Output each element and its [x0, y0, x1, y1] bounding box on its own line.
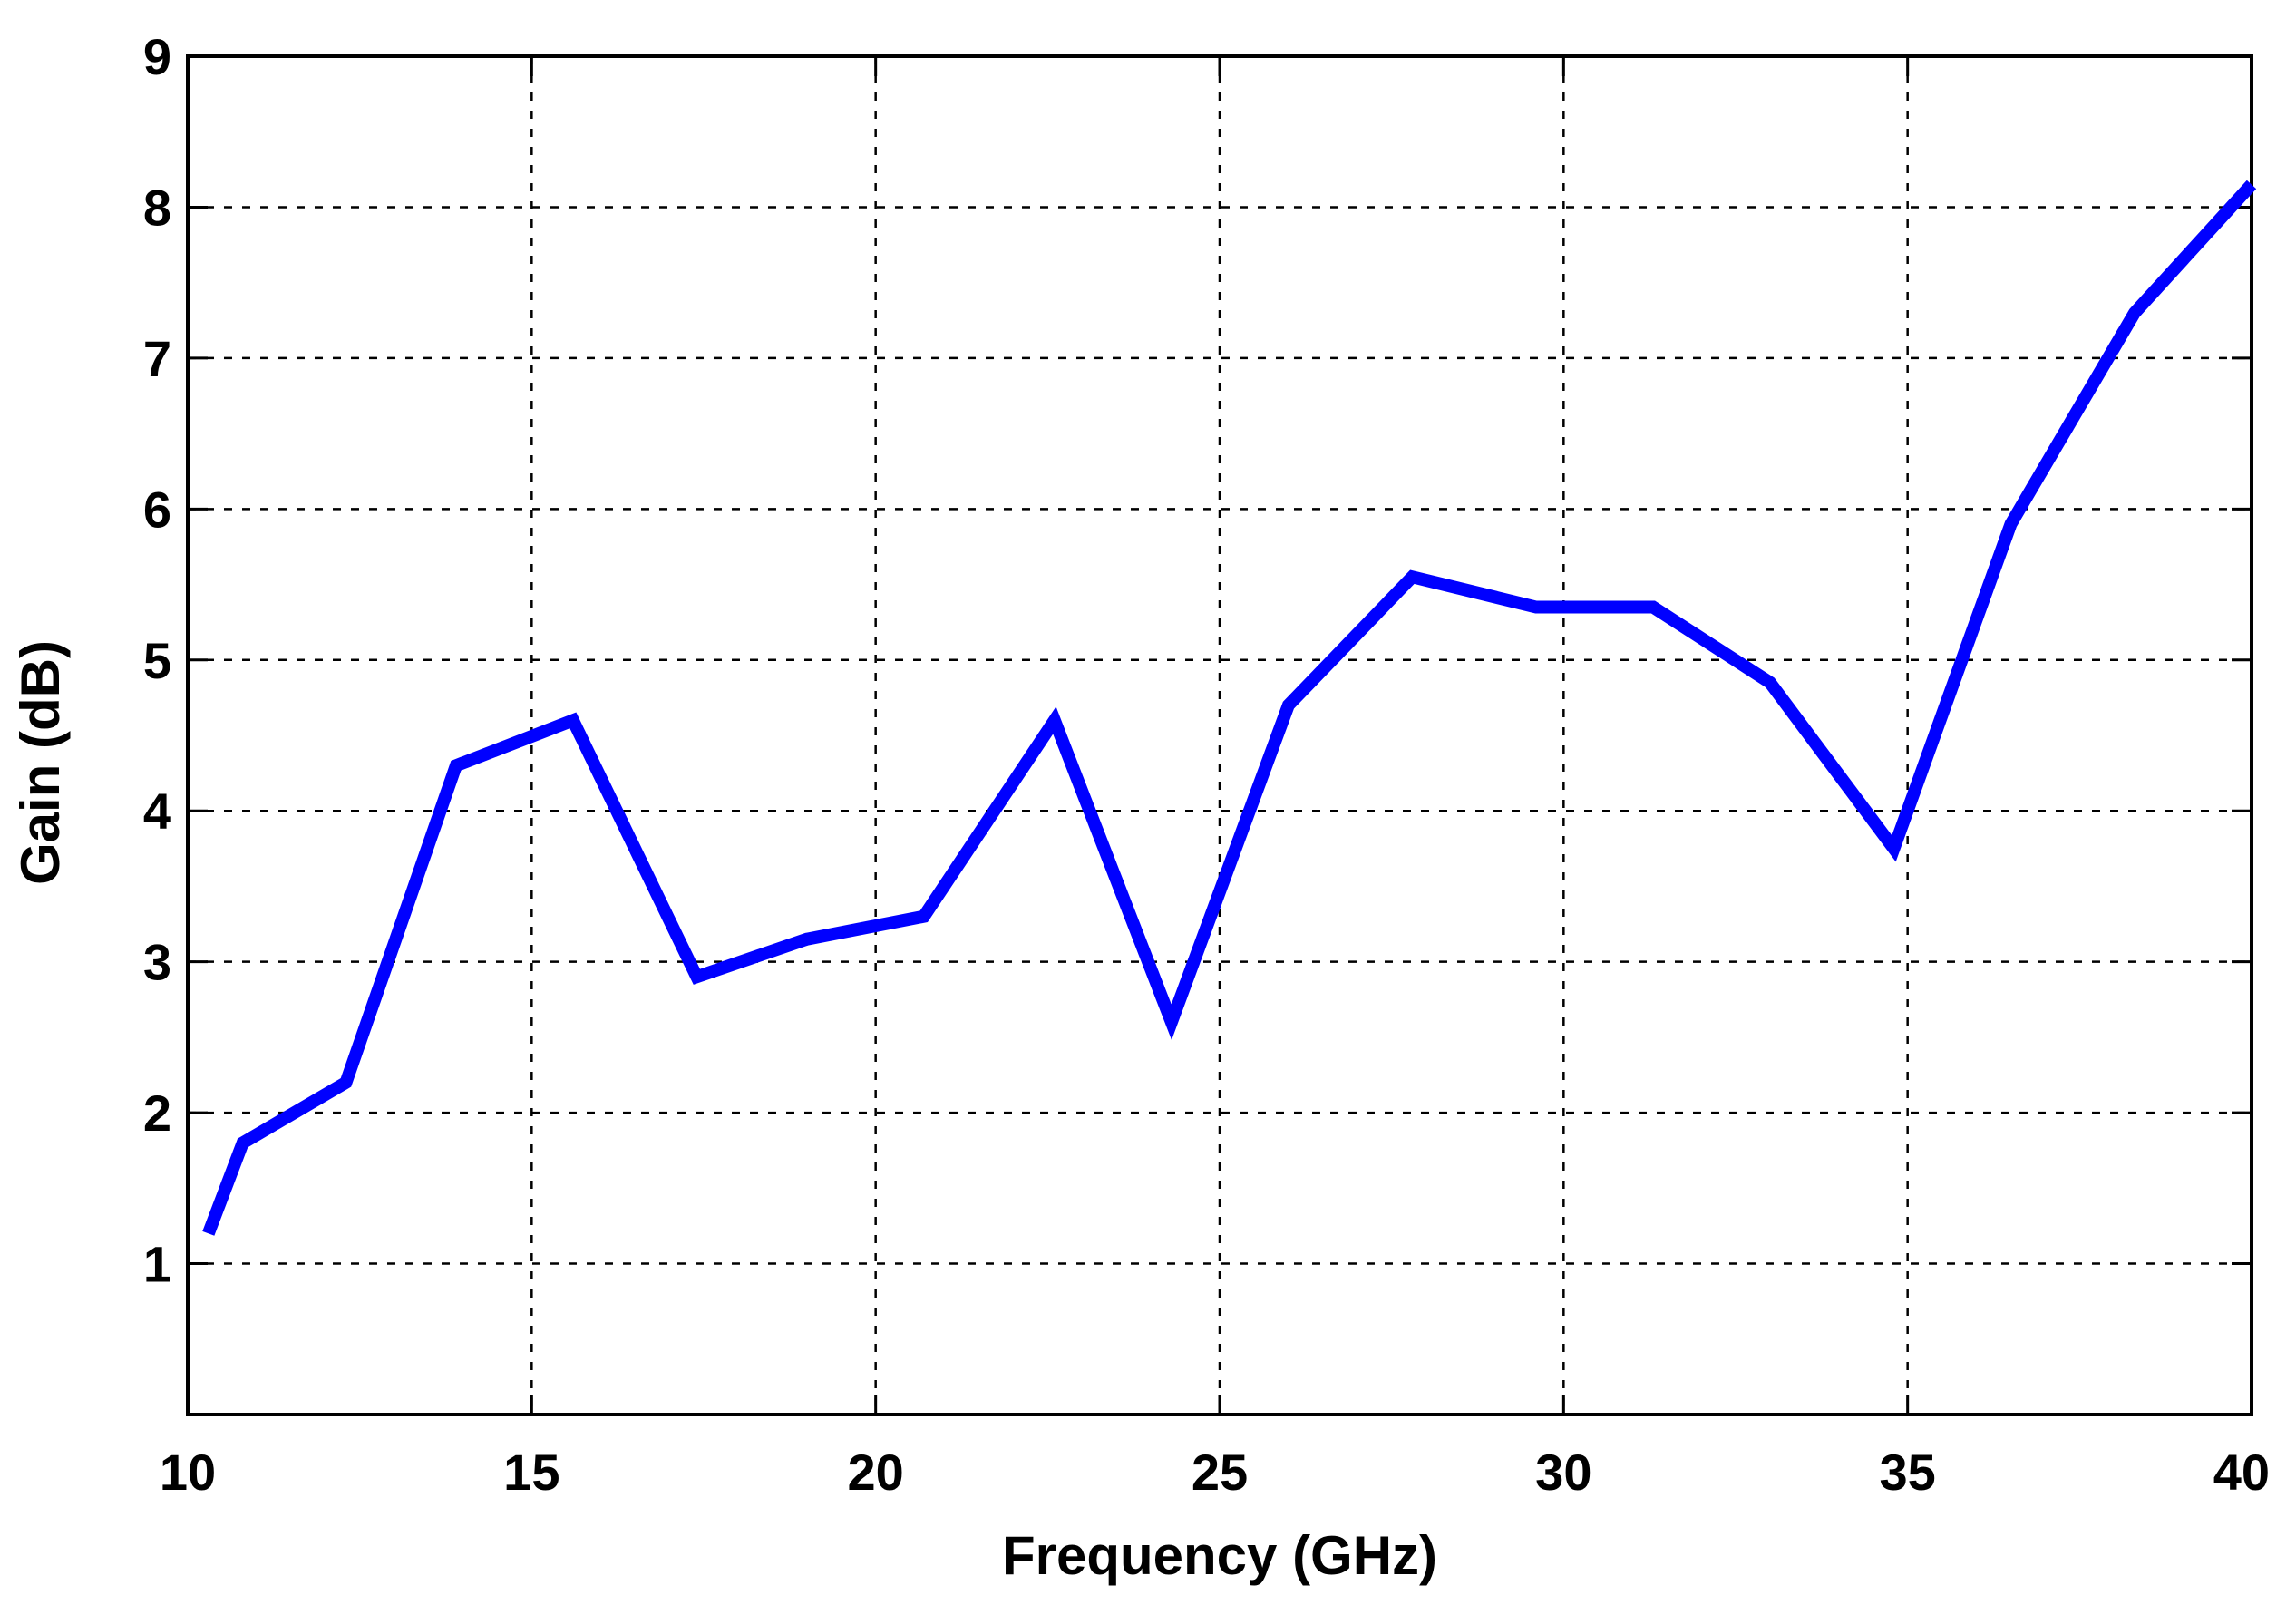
y-tick-label: 2	[143, 1085, 171, 1142]
x-tick-label: 40	[2213, 1444, 2270, 1501]
y-axis-title: Gain (dB)	[10, 640, 71, 885]
y-tick-label: 5	[143, 632, 171, 689]
y-tick-label: 8	[143, 179, 171, 236]
x-tick-label: 25	[1192, 1444, 1248, 1501]
x-tick-label: 10	[160, 1444, 216, 1501]
y-tick-label: 9	[143, 28, 171, 85]
y-tick-label: 1	[143, 1236, 171, 1293]
axis-ticks: 10 15 20 25 30 35 40 1 2 3 4 5 6 7 8 9	[143, 28, 2270, 1501]
data-series	[202, 180, 2257, 1236]
y-tick-label: 4	[143, 783, 171, 840]
series-line-0	[202, 180, 2257, 1236]
y-tick-label: 7	[143, 330, 171, 387]
y-tick-label: 6	[143, 481, 171, 538]
x-tick-label: 30	[1535, 1444, 1591, 1501]
x-tick-label: 20	[848, 1444, 904, 1501]
x-tick-label: 35	[1880, 1444, 1936, 1501]
x-tick-label: 15	[503, 1444, 559, 1501]
y-tick-label: 3	[143, 934, 171, 991]
x-axis-title: Frequency (GHz)	[1002, 1525, 1437, 1586]
